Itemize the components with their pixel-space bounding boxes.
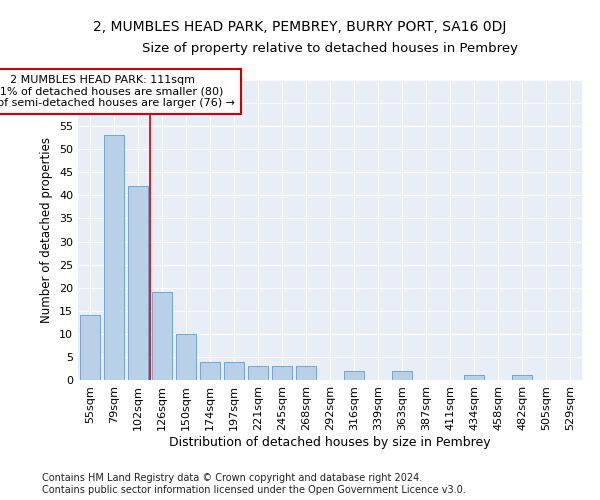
Text: Contains HM Land Registry data © Crown copyright and database right 2024.
Contai: Contains HM Land Registry data © Crown c…: [42, 474, 466, 495]
Title: Size of property relative to detached houses in Pembrey: Size of property relative to detached ho…: [142, 42, 518, 55]
Bar: [128, 186, 148, 380]
Bar: [272, 366, 292, 380]
Y-axis label: Number of detached properties: Number of detached properties: [40, 137, 53, 323]
X-axis label: Distribution of detached houses by size in Pembrey: Distribution of detached houses by size …: [169, 436, 491, 448]
Bar: [296, 366, 316, 380]
Bar: [80, 316, 100, 380]
Bar: [152, 292, 172, 380]
Bar: [200, 362, 220, 380]
Bar: [512, 376, 532, 380]
Bar: [248, 366, 268, 380]
Bar: [464, 376, 484, 380]
Text: 2, MUMBLES HEAD PARK, PEMBREY, BURRY PORT, SA16 0DJ: 2, MUMBLES HEAD PARK, PEMBREY, BURRY POR…: [94, 20, 506, 34]
Bar: [104, 136, 124, 380]
Bar: [176, 334, 196, 380]
Text: 2 MUMBLES HEAD PARK: 111sqm
← 51% of detached houses are smaller (80)
48% of sem: 2 MUMBLES HEAD PARK: 111sqm ← 51% of det…: [0, 75, 235, 108]
Bar: [344, 371, 364, 380]
Bar: [224, 362, 244, 380]
Bar: [392, 371, 412, 380]
